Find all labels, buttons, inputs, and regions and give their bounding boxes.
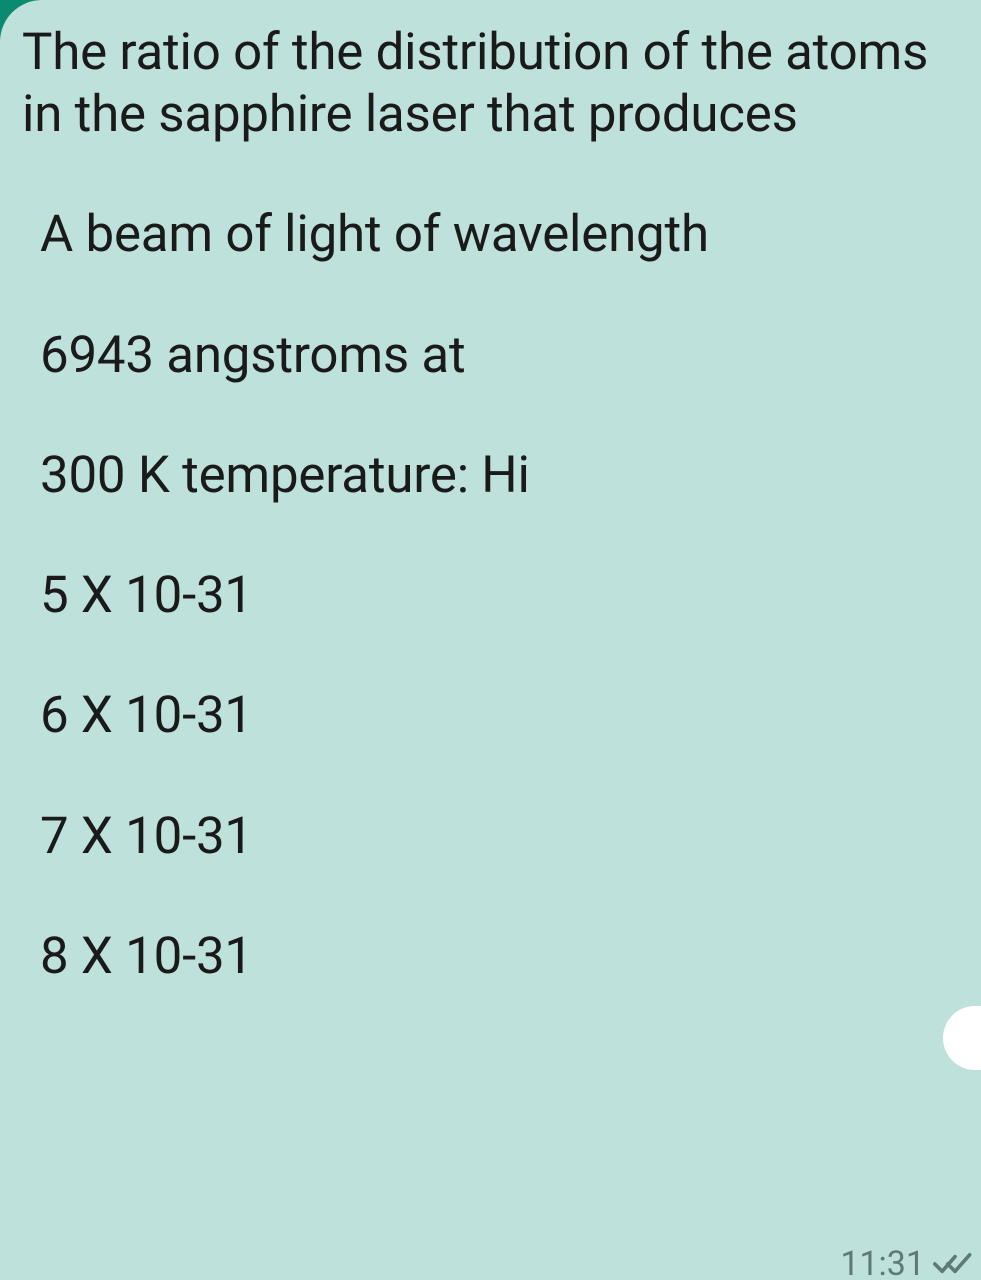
body-line-1: A beam of light of wavelength <box>40 204 959 266</box>
body-line-2: 6943 angstroms at <box>40 325 959 387</box>
question-text: The ratio of the distribution of the ato… <box>22 22 959 146</box>
body-line-3: 300 K temperature: Hi <box>40 445 959 507</box>
delivered-checks-icon <box>933 1251 977 1277</box>
option-b: 6 X 10-31 <box>40 685 959 747</box>
timestamp: 11:31 <box>840 1244 925 1280</box>
option-c: 7 X 10-31 <box>40 806 959 868</box>
option-a: 5 X 10-31 <box>40 565 959 627</box>
message-meta: 11:31 <box>840 1244 977 1280</box>
message-bubble[interactable]: The ratio of the distribution of the ato… <box>0 0 981 1280</box>
option-d: 8 X 10-31 <box>40 926 959 988</box>
bubble-tail-notch <box>943 1006 981 1070</box>
